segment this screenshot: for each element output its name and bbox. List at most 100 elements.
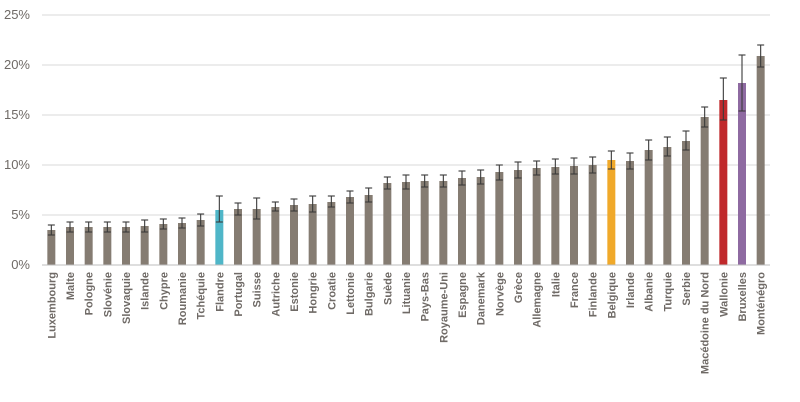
error-bar-lettonie <box>346 190 354 204</box>
error-bar-tchequie <box>197 213 205 227</box>
bar-norvege <box>495 172 504 265</box>
bar-allemagne <box>532 168 541 265</box>
error-bar-wallonie <box>719 77 727 121</box>
x-label-allemagne: Allemagne <box>532 272 544 328</box>
bar-pays-bas <box>420 181 429 265</box>
x-label-islande: Islande <box>140 272 152 310</box>
error-bar-suede <box>383 176 391 190</box>
error-bar-croatie <box>327 195 335 208</box>
bar-grece <box>514 170 522 265</box>
bar-lituanie <box>402 182 410 265</box>
bar-macedoine-du-nord <box>700 117 709 265</box>
error-bar-flandre <box>215 195 223 223</box>
error-bar-autriche <box>271 201 279 212</box>
bar-luxembourg <box>47 230 56 265</box>
x-label-flandre: Flandre <box>214 272 226 312</box>
x-label-bruxelles: Bruxelles <box>737 272 749 322</box>
error-bar-pologne <box>85 221 93 233</box>
error-bar-bruxelles <box>738 54 746 112</box>
y-tick-label-0: 0% <box>11 257 30 272</box>
x-label-espagne: Espagne <box>457 272 469 318</box>
x-label-macedoine-du-nord: Macédoine du Nord <box>700 272 712 374</box>
bar-italie <box>551 167 560 265</box>
error-bar-suisse <box>253 197 261 220</box>
error-bar-serbie <box>682 130 690 151</box>
bar-croatie <box>327 202 336 265</box>
x-label-italie: Italie <box>550 272 562 297</box>
y-tick-label-20: 20% <box>4 57 30 72</box>
y-tick-label-10: 10% <box>4 157 30 172</box>
y-tick-label-25: 25% <box>4 7 30 22</box>
x-label-norvege: Norvège <box>494 272 506 316</box>
x-label-irlande: Irlande <box>625 272 637 308</box>
x-label-lettonie: Lettonie <box>345 272 357 315</box>
bar-montenegro <box>756 56 765 265</box>
x-label-france: France <box>569 272 581 308</box>
bar-serbie <box>682 141 690 265</box>
error-bar-slovenie <box>103 221 111 233</box>
error-bar-espagne <box>458 170 466 186</box>
x-label-portugal: Portugal <box>233 272 245 317</box>
x-label-pays-bas: Pays-Bas <box>420 272 432 322</box>
x-label-suede: Suède <box>382 272 394 305</box>
error-bar-norvege <box>495 164 503 181</box>
bar-pologne <box>84 227 93 265</box>
x-label-belgique: Belgique <box>606 272 618 318</box>
error-bar-roumanie <box>178 217 186 229</box>
y-tick-label-15: 15% <box>4 107 30 122</box>
x-label-roumanie: Roumanie <box>177 272 189 325</box>
bar-albanie <box>644 150 653 265</box>
bar-bruxelles <box>738 83 746 265</box>
bar-slovaquie <box>122 227 130 265</box>
bar-lettonie <box>346 197 354 265</box>
x-label-slovenie: Slovénie <box>102 272 114 317</box>
bar-autriche <box>271 207 280 265</box>
x-axis-labels: Luxembourg Malte Pologne Slovénie Slovaquie I… <box>46 271 767 374</box>
error-bar-malte <box>66 221 74 233</box>
y-tick-label-5: 5% <box>11 207 30 222</box>
x-label-suisse: Suisse <box>252 272 264 307</box>
error-bar-albanie <box>645 139 653 161</box>
x-label-danemark: Danemark <box>476 271 488 325</box>
x-label-autriche: Autriche <box>270 272 282 317</box>
bar-islande <box>140 226 149 265</box>
x-label-finlande: Finlande <box>588 272 600 317</box>
x-label-croatie: Croatie <box>326 272 338 310</box>
bar-turquie <box>663 147 672 265</box>
x-label-pologne: Pologne <box>84 272 96 315</box>
bar-tchequie <box>196 220 205 265</box>
error-bar-belgique <box>607 150 615 170</box>
x-label-serbie: Serbie <box>681 272 693 306</box>
error-bar-hongrie <box>309 195 317 213</box>
error-bar-macedoine-du-nord <box>701 106 709 128</box>
x-label-malte: Malte <box>65 272 77 300</box>
bar-roumanie <box>178 223 186 265</box>
error-bars <box>47 44 765 236</box>
x-label-royaume-uni: Royaume-Uni <box>438 272 450 343</box>
bar-danemark <box>476 177 485 265</box>
error-bar-finlande <box>589 156 597 174</box>
bar-suede <box>383 183 392 265</box>
y-axis-ticks: 0% 5% 10% 15% 20% 25% <box>4 7 30 272</box>
x-label-bulgarie: Bulgarie <box>364 272 376 316</box>
bar-slovenie <box>103 227 112 265</box>
x-label-lituanie: Lituanie <box>401 272 413 314</box>
bar-irlande <box>626 161 634 265</box>
error-bar-allemagne <box>533 160 541 176</box>
error-bar-france <box>570 157 578 175</box>
bar-bulgarie <box>364 195 373 265</box>
bar-malte <box>66 227 74 265</box>
bar-royaume-uni <box>439 181 448 265</box>
error-bar-slovaquie <box>122 221 130 233</box>
error-bar-chypre <box>159 218 167 230</box>
bar-finlande <box>588 165 597 265</box>
error-bar-islande <box>141 219 149 233</box>
x-label-tchequie: Tchéquie <box>196 272 208 319</box>
x-label-turquie: Turquie <box>662 272 674 312</box>
error-bar-italie <box>551 158 559 175</box>
error-bar-lituanie <box>402 174 410 190</box>
bar-france <box>570 166 578 265</box>
error-bar-turquie <box>663 136 671 157</box>
error-bar-estonie <box>290 198 298 212</box>
